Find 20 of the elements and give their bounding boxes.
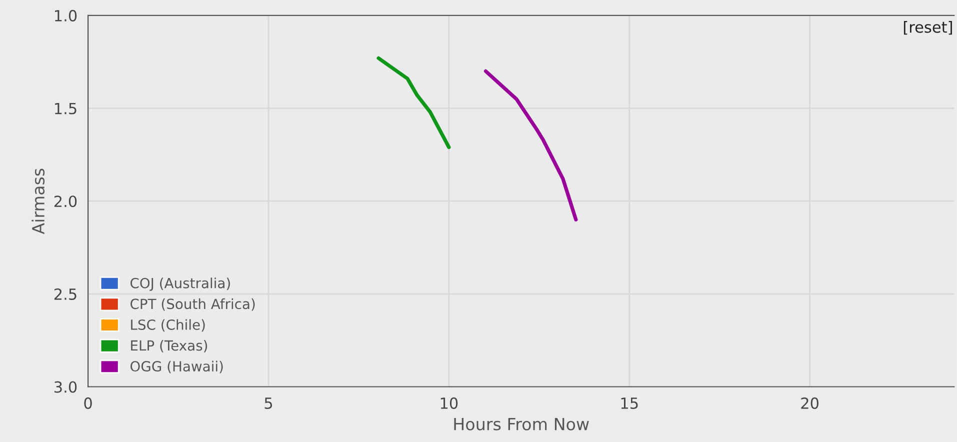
x-tick-label: 20 — [801, 397, 818, 409]
y-tick-label: 2.5 — [54, 288, 76, 300]
line-series — [484, 69, 578, 222]
x-tick-label: 0 — [84, 397, 92, 409]
line-series — [376, 56, 451, 150]
x-axis-title: Hours From Now — [454, 418, 589, 430]
x-tick-label: 15 — [621, 398, 638, 409]
legend-label: COJ (Australia) — [130, 278, 230, 291]
legend-label: ELP (Texas) — [131, 340, 208, 352]
annotation: [reset] — [904, 21, 952, 35]
legend-label: LSC (Chile) — [131, 319, 205, 332]
legend-label: CPT (South Africa) — [130, 298, 255, 311]
legend-label: OGG (Hawaii) — [130, 360, 223, 374]
y-tick-label: 2.0 — [54, 196, 77, 208]
x-tick-label: 10 — [440, 397, 458, 409]
x-tick-label: 5 — [264, 398, 272, 409]
y-tick-label: 1.0 — [55, 10, 77, 22]
y-axis-title: Airmass — [32, 168, 45, 234]
y-tick-label: 3.0 — [54, 381, 77, 393]
y-tick-label: 1.5 — [55, 102, 76, 114]
